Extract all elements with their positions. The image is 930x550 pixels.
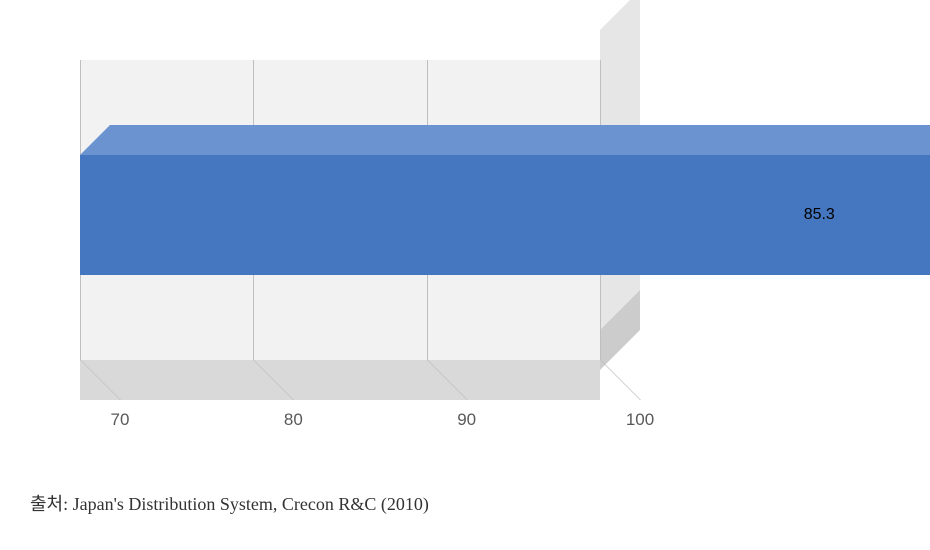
x-axis-labels: 708090100 (80, 410, 640, 440)
x-tick-label: 100 (626, 410, 654, 430)
x-tick-label: 90 (457, 410, 476, 430)
floor-gridline (600, 360, 641, 400)
bar-value-label: 85.3 (80, 206, 930, 224)
stacked-bar: 85.36.38.4 (80, 155, 600, 275)
bar-segment-factory_price: 85.3 (80, 155, 930, 275)
x-tick-label: 70 (111, 410, 130, 430)
x-tick-label: 80 (284, 410, 303, 430)
source-prefix: 출처: (30, 494, 73, 514)
floor (80, 360, 600, 400)
source-citation: 출처: Japan's Distribution System, Crecon … (30, 490, 429, 516)
bar-top-face (80, 125, 930, 155)
source-text: Japan's Distribution System, Crecon R&C … (73, 494, 429, 514)
plot-area: 85.36.38.4 708090100 (80, 60, 600, 390)
chart-container: 85.36.38.4 708090100 공장도가매출액매출총이익약국마진율 (40, 40, 890, 460)
